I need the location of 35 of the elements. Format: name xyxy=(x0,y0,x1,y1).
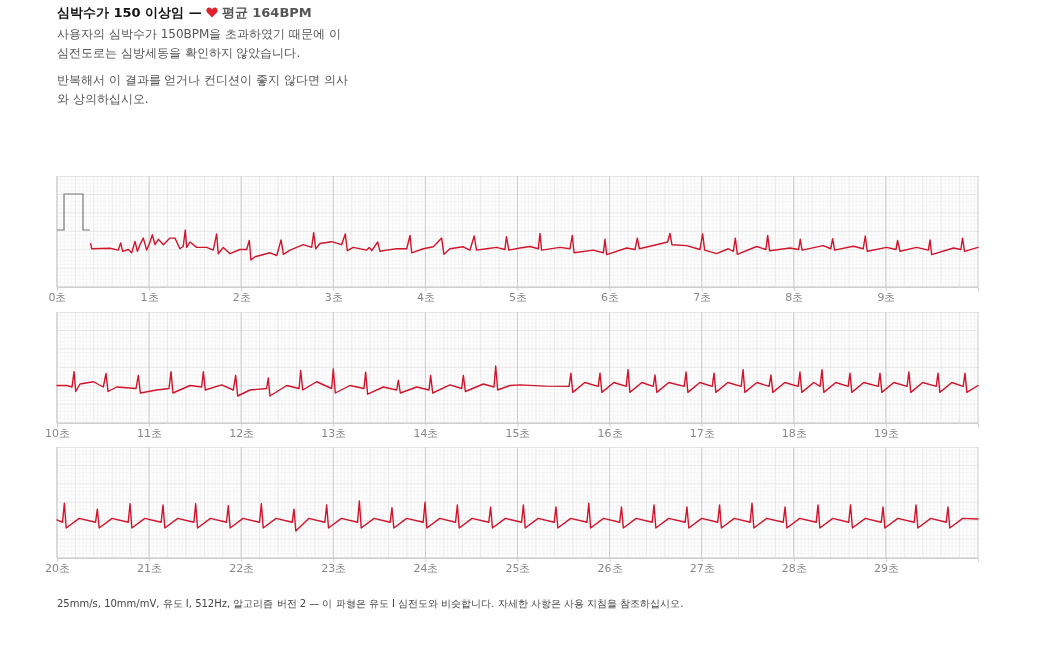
x-tick-label: 29초 xyxy=(873,561,899,575)
x-tick-label: 24초 xyxy=(413,561,439,575)
x-tick-label: 5초 xyxy=(509,290,527,304)
x-tick-label: 3초 xyxy=(324,290,343,304)
x-tick-label: 15초 xyxy=(505,426,531,440)
x-tick-label: 12초 xyxy=(229,426,255,440)
x-tick-label: 13초 xyxy=(321,426,347,440)
x-tick-label: 1초 xyxy=(140,290,159,304)
x-tick-label: 8초 xyxy=(785,290,804,304)
x-tick-label: 2초 xyxy=(232,290,251,304)
x-tick-label: 28초 xyxy=(781,561,807,575)
x-tick-label: 11초 xyxy=(137,426,163,440)
x-tick-label: 23초 xyxy=(321,561,347,575)
x-tick-label: 0초 xyxy=(48,290,67,304)
text: 반복해서 이 결과를 얻거나 컨디션이 좋지 않다면 의사와 상의하십시오. xyxy=(57,72,349,108)
x-tick-label: 21초 xyxy=(137,561,163,575)
x-tick-label: 6초 xyxy=(601,290,620,304)
x-tick-label: 16초 xyxy=(597,426,623,440)
x-tick-label: 19초 xyxy=(873,426,899,440)
x-tick-label: 17초 xyxy=(689,426,715,440)
x-tick-label: 25초 xyxy=(505,561,531,575)
x-tick-label: 20초 xyxy=(45,561,70,575)
x-tick-label: 27초 xyxy=(689,561,715,575)
x-tick-label: 22초 xyxy=(229,561,255,575)
x-tick-label: 9초 xyxy=(877,290,896,304)
chart-title: 심박수가 150 이상임 — xyxy=(57,4,202,22)
x-tick-label: 4초 xyxy=(416,290,435,304)
text: 사용자의 심박수가 150BPM을 초과하였기 때문에 이 심전도로는 심방세동을 확인하지 않았습니다. xyxy=(57,26,342,62)
x-tick-label: 7초 xyxy=(693,290,712,304)
x-tick-label: 18초 xyxy=(781,426,807,440)
x-tick-label: 10초 xyxy=(45,426,70,440)
text: 25mm/s, 10mm/mV, 유도 I, 512Hz, 알고리즘 버전 2 — 이 파형은 유도 I 심전도와 비슷합니다. 자세한 사항은 사용 지침을 참조하십시오. xyxy=(57,597,685,611)
x-tick-label: 26초 xyxy=(597,561,623,575)
chart-subtitle: 평균 164BPM xyxy=(221,4,312,22)
x-tick-label: 14초 xyxy=(413,426,439,440)
